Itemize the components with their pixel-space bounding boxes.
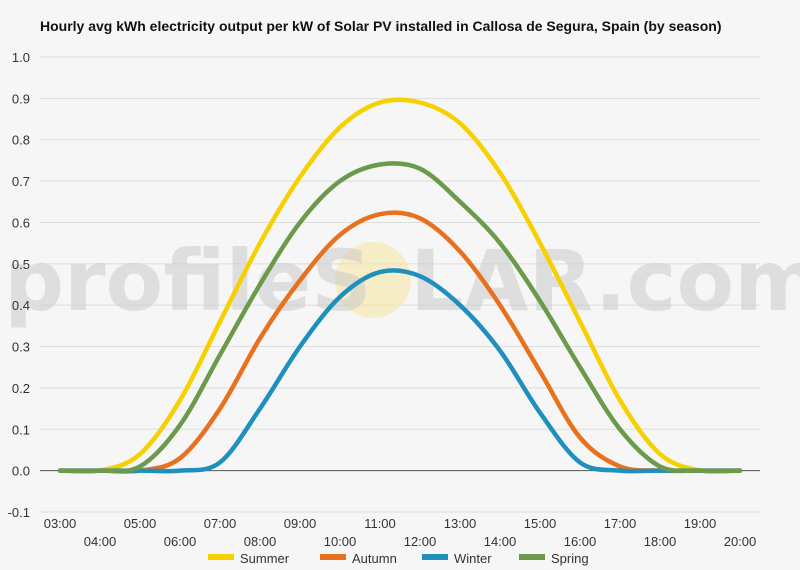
y-axis: -0.1 0.0 0.1 0.2 0.3 0.4 0.5 0.6 0.7 0.8 0.9 1.0 <box>8 50 30 520</box>
y-tick-label: 0.4 <box>12 298 30 313</box>
x-tick-label: 19:00 <box>684 516 717 531</box>
legend-swatch-summer <box>208 554 234 560</box>
x-tick-label: 06:00 <box>164 534 197 549</box>
y-tick-label: 0.1 <box>12 422 30 437</box>
series-line-summer <box>57 97 743 475</box>
watermark-sun-icon <box>335 242 411 318</box>
legend-swatch-winter <box>422 554 448 560</box>
x-tick-label: 04:00 <box>84 534 117 549</box>
y-tick-label: 0.7 <box>12 174 30 189</box>
series-line-winter <box>57 268 743 474</box>
legend-label-spring: Spring <box>551 551 589 566</box>
x-tick-label: 10:00 <box>324 534 357 549</box>
x-tick-label: 13:00 <box>444 516 477 531</box>
x-tick-label: 17:00 <box>604 516 637 531</box>
y-tick-label: 0.0 <box>12 464 30 479</box>
x-tick-label: 18:00 <box>644 534 677 549</box>
y-tick-label: 0.3 <box>12 340 30 355</box>
legend-label-winter: Winter <box>454 551 492 566</box>
x-axis: 03:00 04:00 05:00 06:00 07:00 08:00 09:00 10:00… <box>44 516 757 549</box>
y-tick-label: 0.6 <box>12 215 30 230</box>
y-tick-label: 0.9 <box>12 91 30 106</box>
y-tick-label: 0.5 <box>12 257 30 272</box>
x-tick-label: 15:00 <box>524 516 557 531</box>
x-tick-label: 12:00 <box>404 534 437 549</box>
x-tick-label: 09:00 <box>284 516 317 531</box>
series-line-autumn <box>57 210 743 474</box>
x-tick-label: 03:00 <box>44 516 77 531</box>
y-tick-label: -0.1 <box>8 505 30 520</box>
x-tick-label: 16:00 <box>564 534 597 549</box>
legend-label-autumn: Autumn <box>352 551 397 566</box>
x-tick-label: 11:00 <box>364 516 396 531</box>
x-tick-label: 20:00 <box>724 534 757 549</box>
y-tick-label: 0.2 <box>12 381 30 396</box>
y-tick-label: 1.0 <box>12 50 30 65</box>
legend-swatch-spring <box>519 554 545 560</box>
y-tick-label: 0.8 <box>12 133 30 148</box>
x-tick-label: 07:00 <box>204 516 237 531</box>
x-tick-label: 08:00 <box>244 534 277 549</box>
x-tick-label: 14:00 <box>484 534 517 549</box>
watermark-text-right: LAR.com <box>410 232 800 330</box>
legend-label-summer: Summer <box>240 551 290 566</box>
legend-swatch-autumn <box>320 554 346 560</box>
legend: Summer Autumn Winter Spring <box>208 551 589 566</box>
chart-title: Hourly avg kWh electricity output per kW… <box>40 18 722 34</box>
series-line-spring <box>57 161 743 474</box>
watermark-text-left: profileS <box>4 232 372 330</box>
x-tick-label: 05:00 <box>124 516 157 531</box>
series-lines <box>57 97 743 475</box>
watermark: profileS LAR.com <box>4 232 800 330</box>
